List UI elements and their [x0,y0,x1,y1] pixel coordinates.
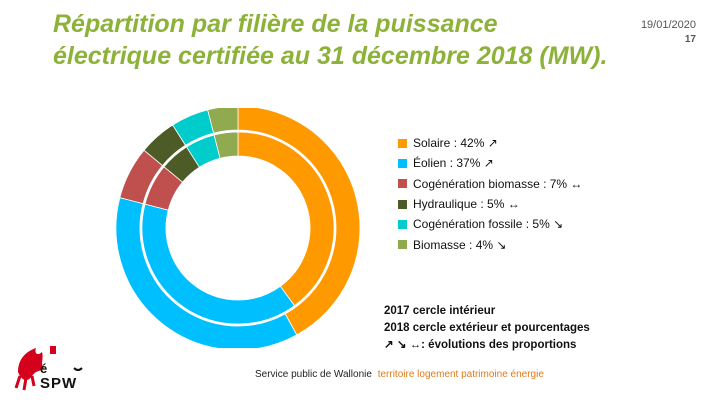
inner-ring-segment-6 [213,131,239,159]
donut-chart [115,108,361,348]
legend-swatch [398,179,407,189]
note-outer-ring: 2018 cercle extérieur et pourcentages [384,322,590,334]
legend-swatch [398,158,407,168]
note-trend-arrows: ↗ ↘ ↔: évolutions des proportions [384,339,577,351]
legend-swatch [398,138,407,148]
legend-label: Éolien : 37% ↗ [413,156,494,171]
legend-label: Cogénération fossile : 5% ↘ [413,217,564,232]
page-number: 17 [684,34,696,45]
note-inner-ring: 2017 cercle intérieur [384,305,496,317]
legend-label: Hydraulique : 5% ↔ [413,197,520,212]
legend-item: Éolien : 37% ↗ [398,153,582,173]
spw-rooster-logo-icon [14,346,83,391]
slide-date: 19/01/2020 [640,19,696,31]
legend-item: Hydraulique : 5% ↔ [398,194,582,214]
logo-text: SPW [40,375,78,392]
legend-label: Biomasse : 4% ↘ [413,237,507,252]
chart-notes: 2017 cercle intérieur 2018 cercle extéri… [384,303,590,354]
outer-ring-segment-6 [207,108,239,134]
legend-swatch [398,219,407,229]
legend-item: Cogénération fossile : 5% ↘ [398,214,582,234]
title-line-1: Répartition par filière de la puissance [53,10,498,38]
chart-legend: Solaire : 42% ↗ Éolien : 37% ↗ Cogénératio… [398,133,582,255]
footer-themes: territoire logement patrimoine énergie [377,369,544,380]
legend-swatch [398,199,407,209]
legend-label: Cogénération biomasse : 7% ↔ [413,176,583,191]
legend-item: Cogénération biomasse : 7% ↔ [398,174,582,194]
footer-org: Service public de Wallonie [255,369,372,380]
logo-subtext: é [40,361,48,376]
title-line-2: électrique certifiée au 31 décembre 2018… [53,42,608,70]
page-title: Répartition par filière de la puissance … [53,8,683,72]
legend-item: Biomasse : 4% ↘ [398,234,582,254]
footer: Service public de Wallonie territoire lo… [255,369,544,380]
legend-swatch [398,240,407,250]
legend-item: Solaire : 42% ↗ [398,133,582,153]
legend-label: Solaire : 42% ↗ [413,136,498,151]
